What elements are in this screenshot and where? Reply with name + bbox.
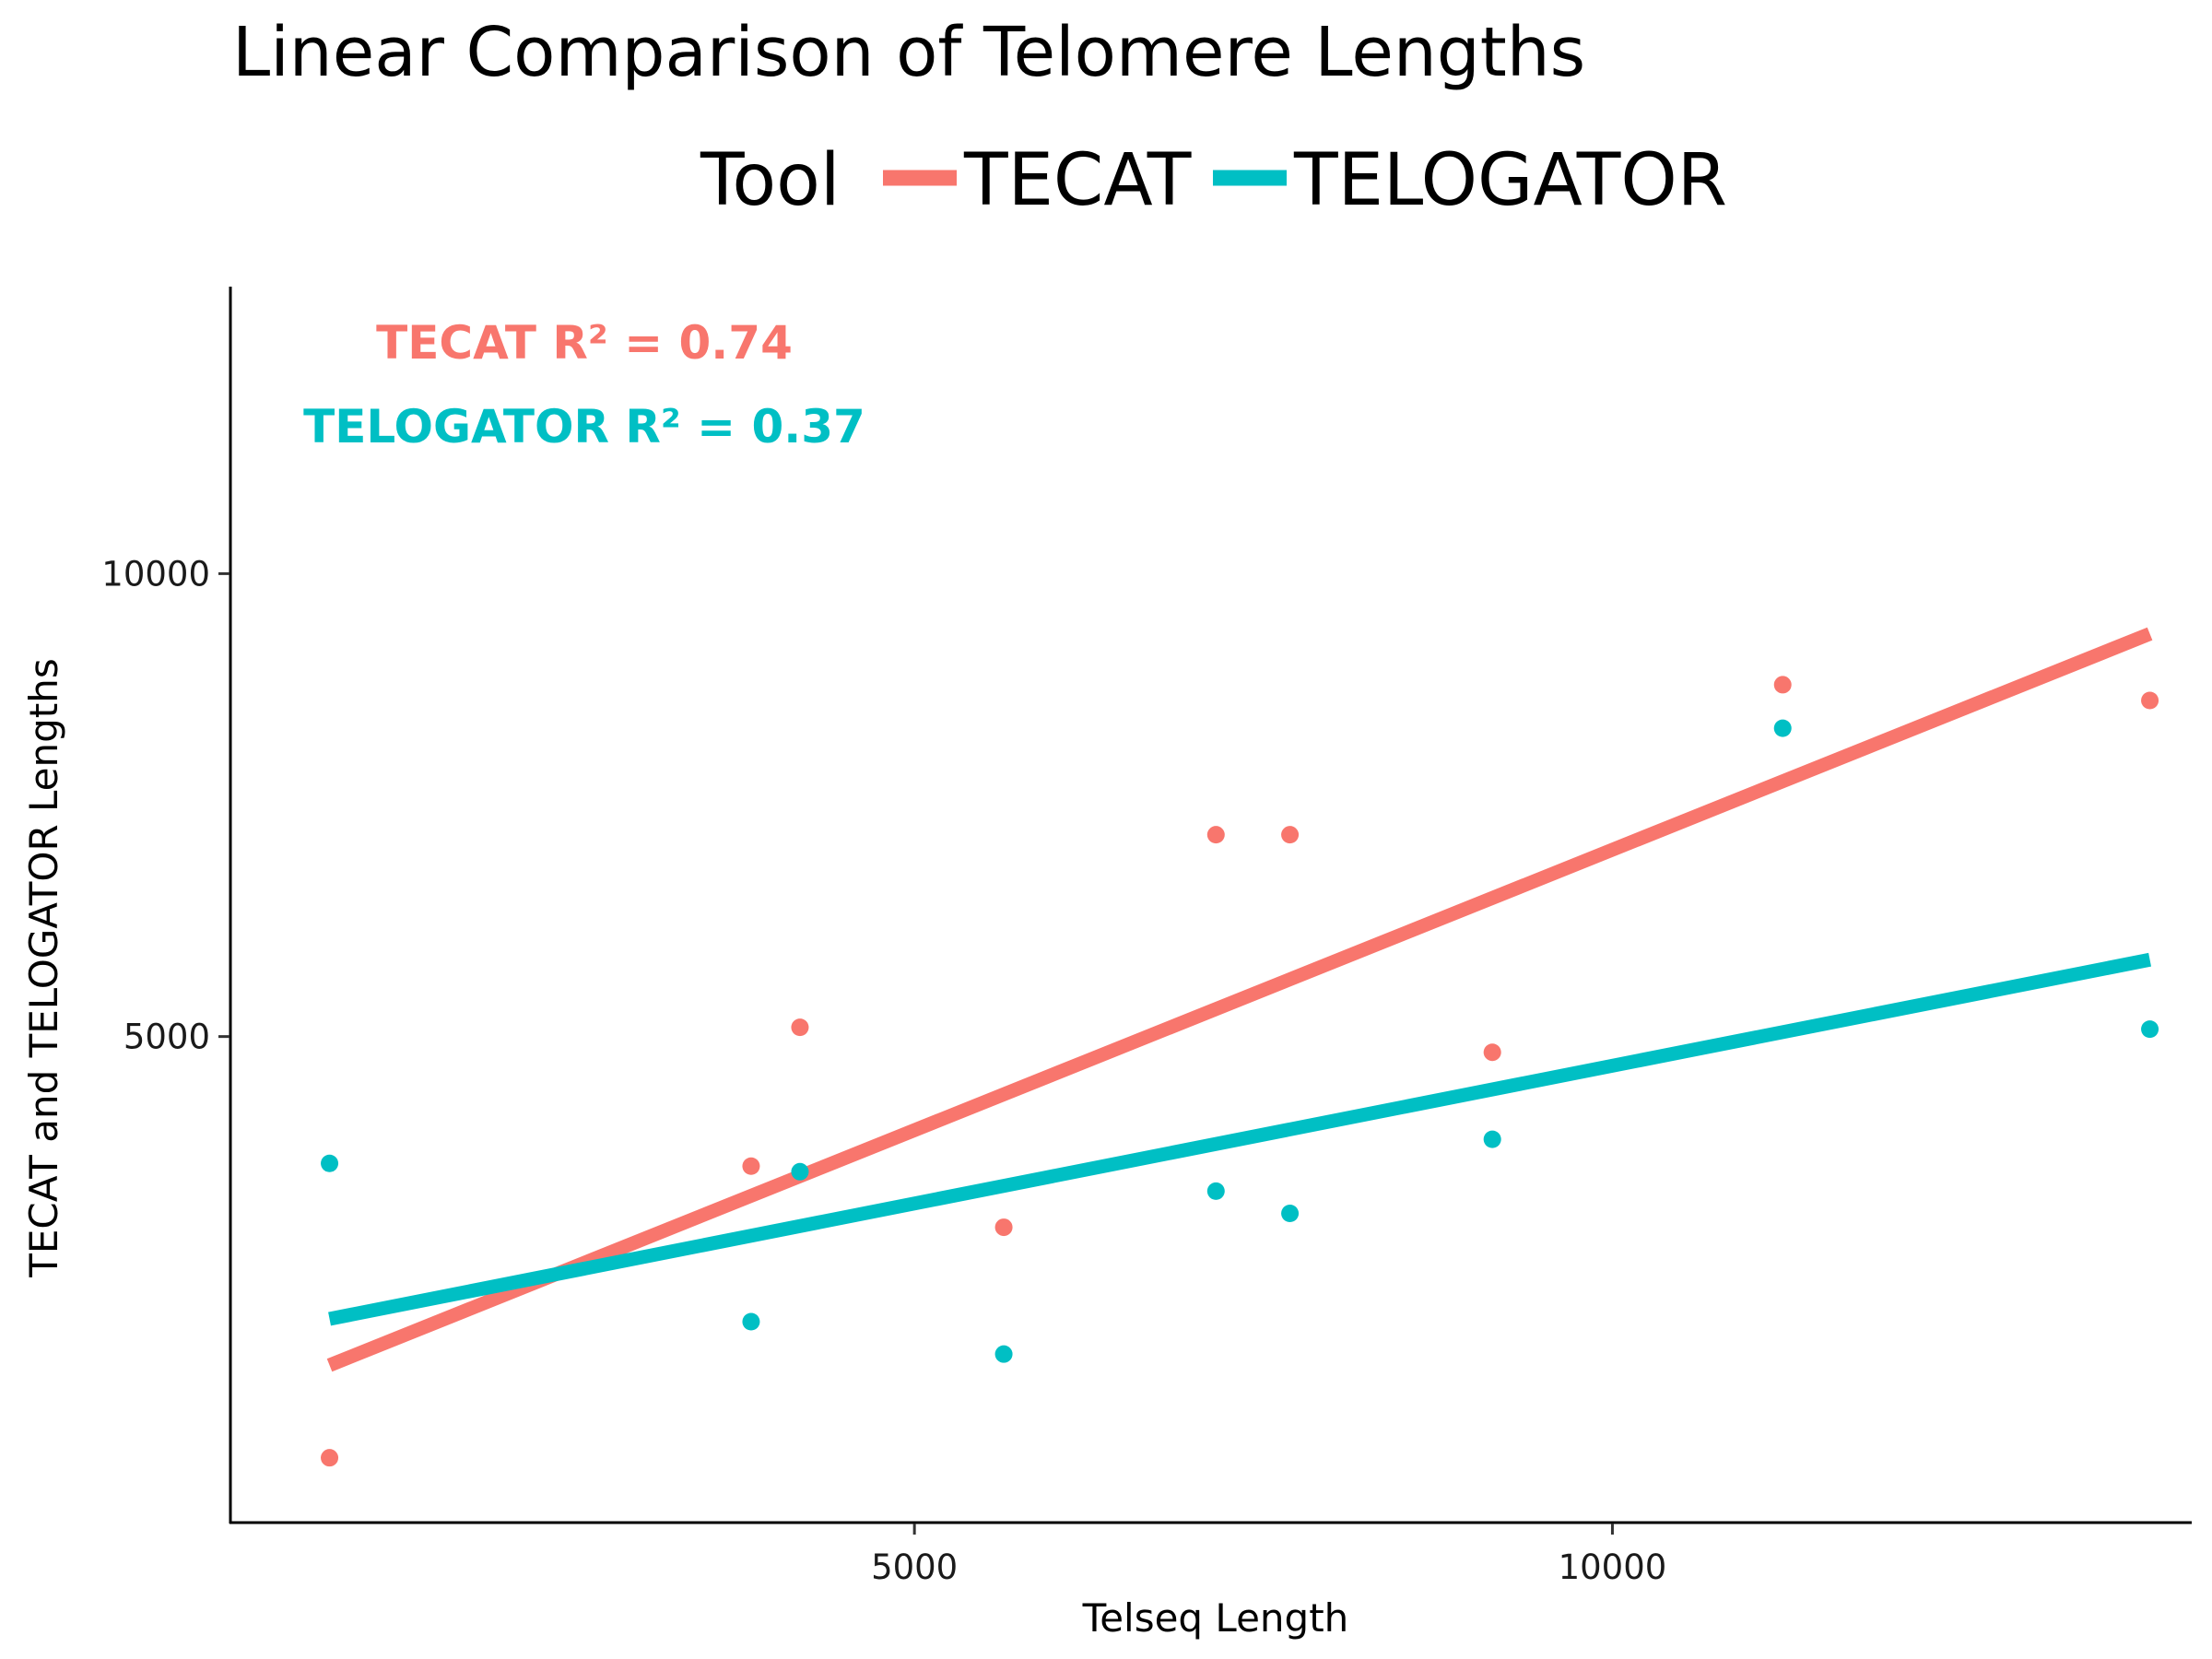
y-tick-label: 5000 — [124, 1018, 210, 1057]
point-telogator — [321, 1154, 339, 1172]
y-ticks: 5000 10000 — [101, 554, 229, 1057]
r2-annotation-tecat: TECAT R² = 0.74 — [376, 316, 793, 370]
legend-label-telogator: TELOGATOR — [1293, 139, 1727, 222]
y-tick-label: 10000 — [101, 554, 210, 594]
data-points — [321, 676, 2159, 1467]
point-tecat — [1773, 676, 1792, 694]
point-telogator — [994, 1345, 1013, 1363]
point-tecat — [742, 1157, 760, 1175]
point-telogator — [2141, 1020, 2159, 1039]
point-tecat — [2141, 691, 2159, 710]
fit-line-tecat — [326, 627, 2153, 1372]
y-axis-label: TECAT and TELOGATOR Lengths — [21, 658, 66, 1278]
point-tecat — [791, 1018, 809, 1037]
legend-label-tecat: TECAT — [963, 139, 1192, 222]
point-tecat — [321, 1449, 339, 1467]
point-telogator — [1206, 1182, 1225, 1200]
x-tick-label: 5000 — [871, 1547, 958, 1587]
chart-title: Linear Comparison of Telomere Lengths — [232, 13, 1585, 92]
point-telogator — [791, 1162, 809, 1181]
point-telogator — [1281, 1204, 1300, 1222]
x-axis-label: Telseq Length — [1082, 1595, 1349, 1641]
x-ticks: 5000 10000 — [871, 1524, 1666, 1587]
legend: Tool TECAT TELOGATOR — [700, 139, 1727, 222]
point-telogator — [1483, 1130, 1501, 1148]
point-tecat — [1483, 1043, 1501, 1062]
point-telogator — [1773, 719, 1792, 737]
legend-title: Tool — [700, 139, 841, 222]
point-tecat — [1206, 826, 1225, 844]
point-tecat — [994, 1218, 1013, 1237]
point-telogator — [742, 1312, 760, 1331]
fit-line-telogator — [328, 952, 2152, 1326]
point-tecat — [1281, 826, 1300, 844]
r2-annotation-telogator: TELOGATOR R² = 0.37 — [303, 400, 865, 453]
x-tick-label: 10000 — [1559, 1547, 1667, 1587]
fit-lines — [326, 627, 2153, 1372]
